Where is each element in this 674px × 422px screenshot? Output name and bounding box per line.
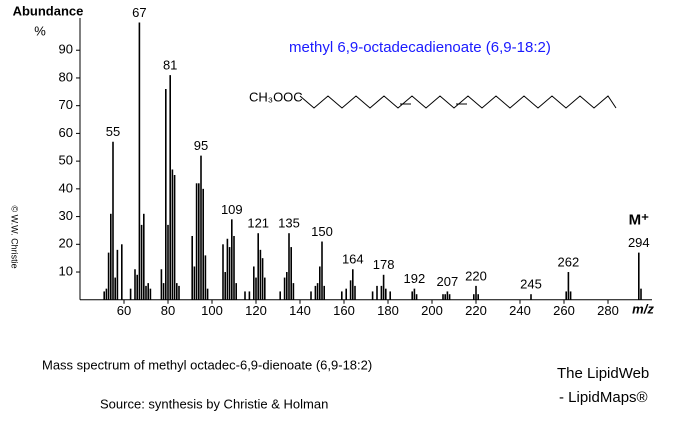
peak-label: 95 [194,138,208,153]
y-tick-label: 50 [59,153,73,168]
peak-label: 135 [278,216,300,231]
chart-title: methyl 6,9-octadecadienoate (6,9-18:2) [289,39,551,56]
x-tick-label: 240 [509,303,531,318]
peak-label: 67 [132,5,146,20]
y-tick-label: 80 [59,69,73,84]
peak-label: 294 [628,235,650,250]
peak-label: 207 [437,274,459,289]
x-tick-label: 140 [289,303,311,318]
x-tick-label: 280 [597,303,619,318]
brand: The LipidWeb [557,365,649,382]
y-tick-label: 20 [59,236,73,251]
structure [299,95,617,109]
copyright: © W.W. Christie [10,205,20,268]
molecular-ion-label: M⁺ [629,212,649,229]
x-tick-label: 100 [201,303,223,318]
peak-label: 81 [163,58,177,73]
y-tick-label: 40 [59,180,73,195]
x-axis-label: m/z [632,301,654,316]
peak-label: 220 [465,268,487,283]
y-axis-unit: % [34,23,46,38]
peak-label: 164 [342,252,364,267]
x-tick-label: 120 [245,303,267,318]
chain [299,95,617,109]
brand-sub: - LipidMaps® [559,389,648,406]
x-tick-label: 260 [553,303,575,318]
y-axis-label: Abundance [13,3,84,18]
y-tick-label: 90 [59,42,73,57]
peak-label: 178 [373,257,395,272]
peak-label: 192 [404,271,426,286]
y-tick-label: 70 [59,97,73,112]
structure-label: CH₃OOC [249,89,303,104]
peak-label: 245 [520,277,542,292]
x-tick-label: 220 [465,303,487,318]
caption: Mass spectrum of methyl octadec-6,9-dien… [42,357,372,372]
peak-label: 121 [247,216,269,231]
x-tick-label: 200 [421,303,443,318]
x-tick-label: 180 [377,303,399,318]
peak-label: 150 [311,224,333,239]
x-tick-label: 160 [333,303,355,318]
x-tick-label: 80 [161,303,175,318]
peak-label: 55 [106,124,120,139]
source: Source: synthesis by Christie & Holman [100,396,328,411]
x-tick-label: 60 [117,303,131,318]
y-tick-label: 10 [59,263,73,278]
y-tick-label: 30 [59,208,73,223]
y-tick-label: 60 [59,125,73,140]
peak-label: 109 [221,202,243,217]
peak-label: 262 [558,254,580,269]
